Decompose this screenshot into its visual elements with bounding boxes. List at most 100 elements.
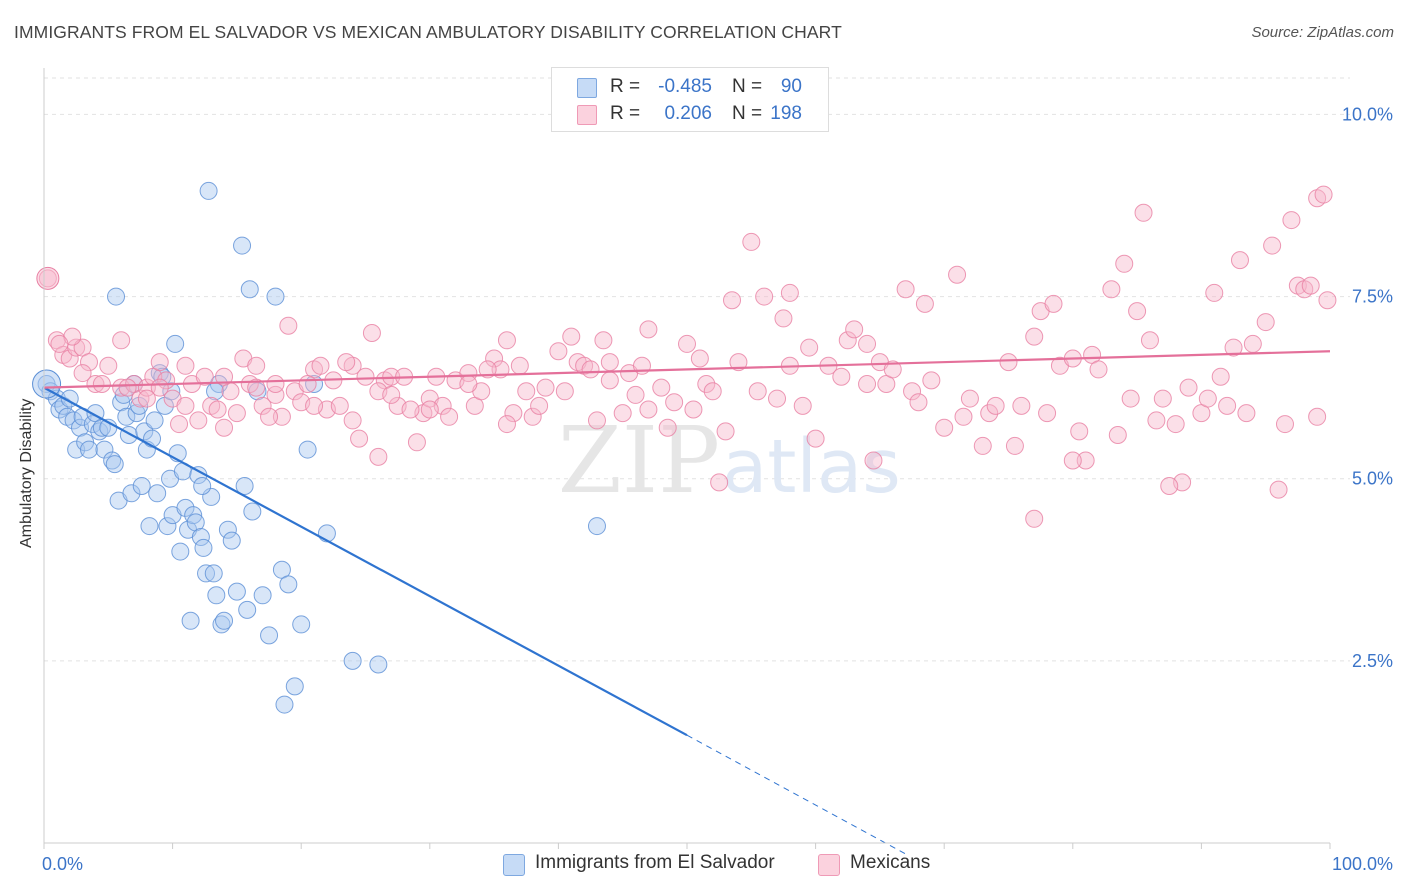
data-point	[186, 513, 205, 532]
data-point	[980, 404, 999, 423]
data-point	[1044, 294, 1063, 313]
data-point	[1128, 302, 1147, 321]
legend-label-el-salvador: Immigrants from El Salvador	[535, 852, 775, 873]
data-point	[193, 477, 212, 495]
data-point	[497, 331, 516, 350]
data-point	[208, 400, 227, 419]
data-point	[207, 586, 226, 605]
data-point	[197, 564, 216, 583]
data-point	[369, 447, 388, 466]
watermark: ZIP atlas	[558, 407, 901, 514]
data-point	[118, 378, 137, 397]
data-point	[176, 396, 195, 415]
data-point	[504, 404, 523, 423]
data-point	[311, 356, 330, 375]
data-point	[536, 378, 555, 397]
trend-lines	[43, 350, 1331, 855]
axes	[43, 68, 1331, 849]
data-point	[356, 367, 375, 386]
data-point	[954, 407, 973, 426]
data-point	[581, 360, 600, 379]
data-point	[1282, 211, 1301, 230]
data-point	[459, 375, 478, 393]
data-point	[275, 695, 294, 714]
data-point	[266, 385, 285, 404]
legend-label-mexicans: Mexicans	[850, 852, 931, 873]
data-point	[369, 655, 388, 674]
data-point	[36, 266, 60, 290]
data-point	[523, 407, 542, 426]
data-point	[1108, 426, 1127, 444]
gridlines	[44, 77, 1350, 662]
data-point	[171, 542, 190, 561]
data-point	[266, 287, 285, 306]
data-point	[1314, 185, 1333, 204]
source-credit: Source: ZipAtlas.com	[1251, 24, 1394, 41]
data-point	[189, 411, 208, 430]
data-point	[639, 320, 658, 339]
data-point	[780, 283, 799, 302]
data-point	[350, 429, 369, 448]
data-point	[742, 232, 761, 251]
data-point	[117, 407, 136, 426]
data-point	[215, 418, 234, 437]
data-point	[140, 517, 159, 536]
data-point	[986, 396, 1005, 415]
data-point	[86, 375, 105, 393]
data-point	[1038, 404, 1057, 423]
data-point	[703, 382, 722, 401]
data-point	[132, 477, 151, 495]
data-point	[1211, 367, 1230, 386]
stats-n-value: 90	[780, 76, 802, 97]
data-point	[549, 342, 568, 361]
data-point	[1205, 283, 1224, 302]
data-point	[1134, 203, 1153, 222]
data-point	[131, 389, 150, 408]
legend-swatch-mexicans	[818, 854, 840, 876]
data-point	[1263, 236, 1282, 255]
data-point	[613, 404, 632, 423]
data-point	[137, 389, 156, 408]
data-point	[80, 440, 99, 459]
stats-r-value: 0.206	[664, 103, 712, 124]
legend-swatch-el-salvador	[503, 854, 525, 876]
data-point	[243, 502, 262, 521]
data-point	[227, 404, 246, 423]
data-point	[67, 440, 86, 459]
data-point	[83, 415, 102, 434]
data-point	[1243, 334, 1262, 353]
data-point	[1301, 276, 1320, 295]
data-point	[247, 356, 266, 375]
data-point	[32, 369, 62, 399]
data-point	[184, 506, 203, 525]
watermark-zip: ZIP	[558, 407, 720, 514]
data-point	[298, 375, 317, 393]
y-tick-label: 10.0%	[1342, 104, 1393, 124]
data-point	[658, 418, 677, 437]
series-el-salvador-points	[32, 181, 606, 714]
data-point	[594, 331, 613, 350]
data-point	[1269, 480, 1288, 499]
stats-row-mexicans: R = 0.206 N = 198	[552, 101, 828, 129]
data-point	[748, 382, 767, 401]
data-point	[710, 473, 729, 492]
data-point	[233, 236, 252, 255]
data-point	[1218, 396, 1237, 415]
data-point	[555, 382, 574, 401]
data-point	[1224, 338, 1243, 357]
data-point	[130, 396, 149, 415]
data-point	[247, 378, 266, 397]
data-point	[127, 404, 146, 423]
data-point	[485, 349, 504, 368]
data-point	[337, 353, 356, 372]
stats-swatch-el-salvador	[577, 78, 597, 98]
data-point	[215, 367, 234, 386]
series-mexicans-points	[36, 185, 1337, 528]
data-point	[279, 575, 298, 594]
data-point	[285, 677, 304, 696]
data-point	[176, 356, 195, 375]
data-point	[1140, 331, 1159, 350]
data-point	[774, 309, 793, 328]
data-point	[478, 360, 497, 379]
data-point	[755, 287, 774, 306]
